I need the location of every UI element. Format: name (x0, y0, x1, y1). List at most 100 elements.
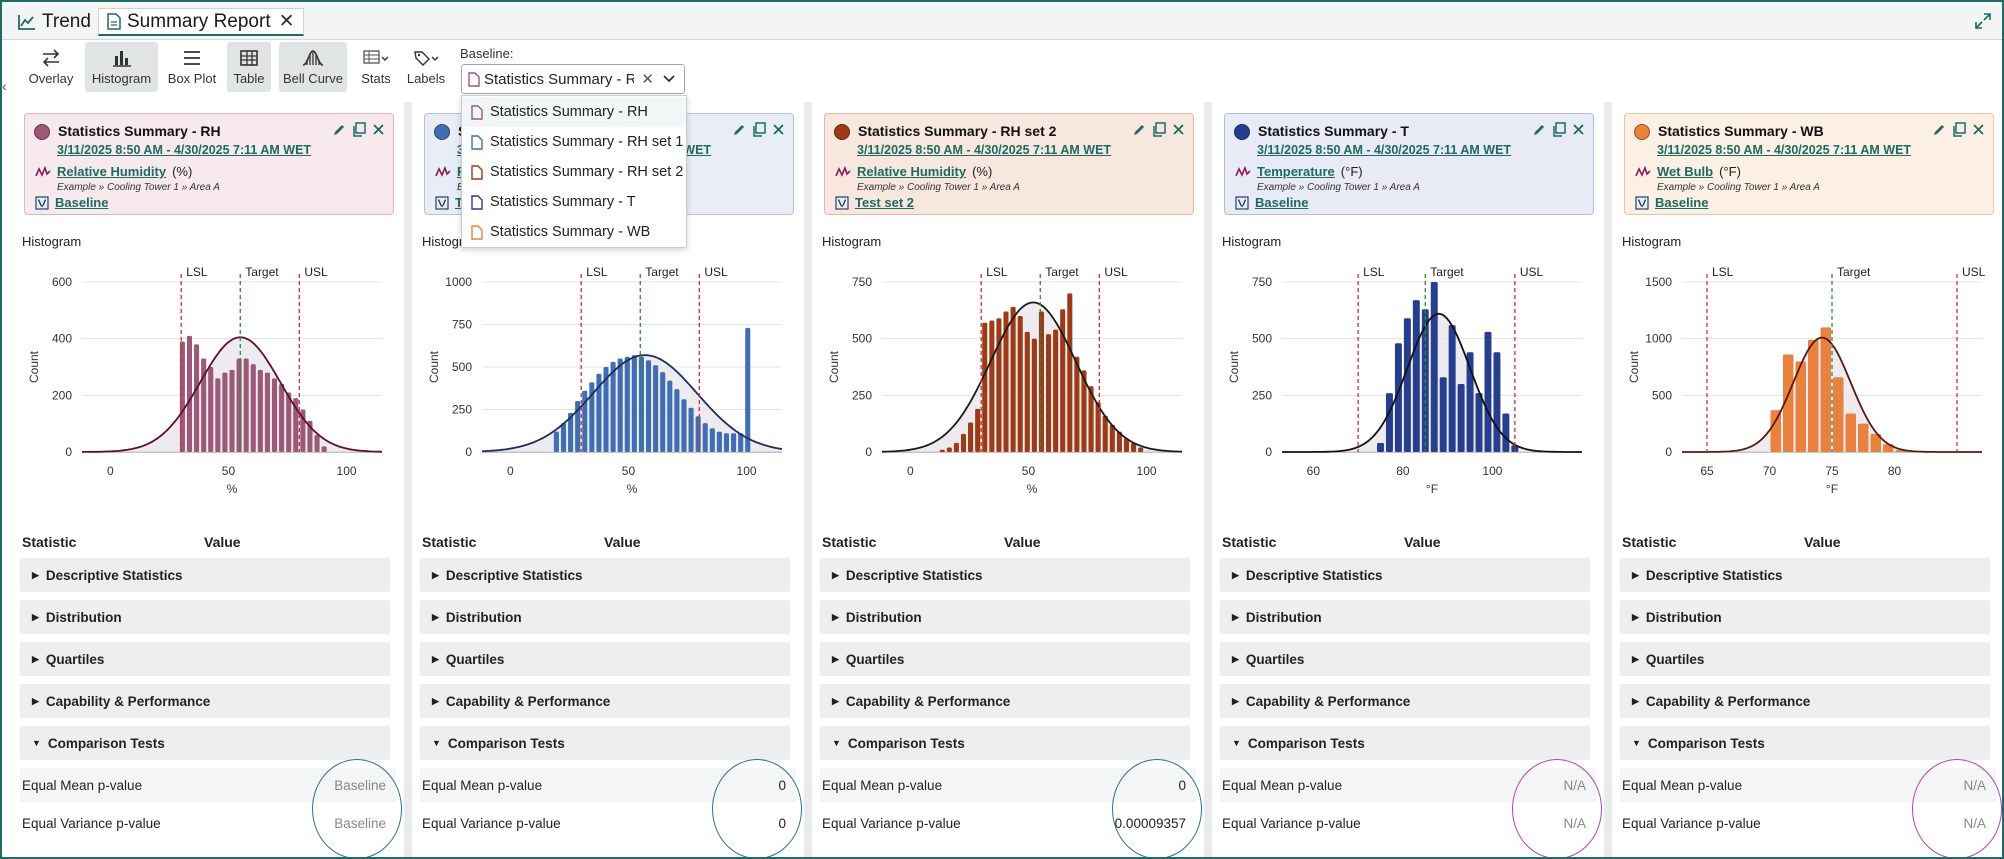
section-toggle[interactable]: ▶ Quartiles (20, 642, 390, 676)
duplicate-icon[interactable] (752, 122, 766, 137)
edit-pencil-icon[interactable] (1132, 123, 1146, 137)
section-toggle[interactable]: ▶ Distribution (20, 600, 390, 634)
date-range-link[interactable]: 3/11/2025 8:50 AM - 4/30/2025 7:11 AM WE… (1657, 143, 1912, 157)
section-toggle[interactable]: ▶ Distribution (820, 600, 1190, 634)
histogram-bar (1067, 293, 1073, 452)
histogram-bar (745, 327, 751, 452)
duplicate-icon[interactable] (1152, 122, 1166, 137)
section-toggle[interactable]: ▼ Comparison Tests (820, 726, 1190, 760)
histogram-bar (1833, 377, 1844, 452)
section-toggle[interactable]: ▶ Distribution (420, 600, 790, 634)
tab-summary-report[interactable]: Summary Report ✕ (98, 8, 304, 36)
x-tick-label: 0 (907, 464, 914, 478)
spec-limit-label: USL (1520, 265, 1544, 279)
histogram-bar (645, 360, 652, 452)
section-toggle[interactable]: ▶ Capability & Performance (1620, 684, 1990, 718)
edit-pencil-icon[interactable] (1932, 123, 1946, 137)
variable-link[interactable]: Relative Humidity (57, 164, 167, 179)
variable-link[interactable]: Wet Bulb (1657, 164, 1714, 179)
histogram-bar (1123, 438, 1130, 452)
section-toggle[interactable]: ▶ Descriptive Statistics (1620, 558, 1990, 592)
stats-button[interactable]: Stats (357, 42, 395, 92)
labels-button[interactable]: Labels (404, 42, 448, 92)
close-icon[interactable] (772, 123, 785, 136)
section-toggle[interactable]: ▼ Comparison Tests (1220, 726, 1590, 760)
section-toggle[interactable]: ▶ Distribution (1620, 600, 1990, 634)
baseline-option[interactable]: Statistics Summary - RH set 2 (462, 157, 686, 187)
summary-title: Statistics Summary - RH set 2 (858, 123, 1057, 139)
duplicate-icon[interactable] (1552, 122, 1566, 137)
section-toggle[interactable]: ▶ Descriptive Statistics (1220, 558, 1590, 592)
close-icon[interactable] (1972, 123, 1985, 136)
section-toggle[interactable]: ▶ Distribution (1220, 600, 1590, 634)
section-toggle[interactable]: ▶ Capability & Performance (20, 684, 390, 718)
chevron-down-icon[interactable] (662, 74, 676, 84)
section-toggle[interactable]: ▶ Descriptive Statistics (420, 558, 790, 592)
date-range-link[interactable]: 3/11/2025 8:50 AM - 4/30/2025 7:11 AM WE… (857, 143, 1112, 157)
section-label: Descriptive Statistics (845, 567, 983, 583)
section-toggle[interactable]: ▶ Quartiles (820, 642, 1190, 676)
baseline-option[interactable]: Statistics Summary - T (462, 187, 686, 217)
edit-pencil-icon[interactable] (732, 123, 746, 137)
date-range-link[interactable]: 3/11/2025 8:50 AM - 4/30/2025 7:11 AM WE… (1257, 143, 1512, 157)
caret-down-icon: ▼ (1632, 738, 1641, 748)
section-toggle[interactable]: ▶ Quartiles (1220, 642, 1590, 676)
close-tab-icon[interactable]: ✕ (278, 11, 295, 32)
section-toggle[interactable]: ▶ Quartiles (1620, 642, 1990, 676)
overlay-button[interactable]: Overlay (22, 42, 80, 92)
baseline-option[interactable]: Statistics Summary - WB (462, 217, 686, 247)
section-toggle[interactable]: ▼ Comparison Tests (20, 726, 390, 760)
edit-pencil-icon[interactable] (1532, 123, 1546, 137)
histogram-bar (314, 435, 320, 452)
variable-link[interactable]: Relative Humidity (857, 164, 967, 179)
histogram-bar (610, 361, 616, 452)
histogram-button[interactable]: Histogram (85, 42, 158, 92)
value-column-header: Value (604, 534, 641, 550)
close-icon[interactable] (1172, 123, 1185, 136)
summary-panel: Statistics Summary - RH set 2 3/11/2025 8… (812, 102, 1204, 857)
section-toggle[interactable]: ▶ Capability & Performance (420, 684, 790, 718)
edit-pencil-icon[interactable] (332, 123, 346, 137)
histogram-bar (681, 399, 687, 452)
section-toggle[interactable]: ▶ Capability & Performance (820, 684, 1190, 718)
histogram-bar (674, 389, 680, 452)
clear-selection-icon[interactable]: ✕ (641, 71, 654, 88)
baseline-option[interactable]: Statistics Summary - RH (462, 97, 686, 127)
histogram-bar (982, 322, 988, 452)
baseline-condition-link[interactable]: Baseline (1655, 195, 1709, 210)
bell-curve-button[interactable]: Bell Curve (279, 42, 347, 92)
close-icon[interactable] (1572, 123, 1585, 136)
collapse-sidebar-icon[interactable]: ‹ (2, 78, 7, 94)
duplicate-icon[interactable] (1952, 122, 1966, 137)
histogram-bar (1081, 370, 1087, 452)
baseline-option[interactable]: Statistics Summary - RH set 1 (462, 127, 686, 157)
section-toggle[interactable]: ▼ Comparison Tests (1620, 726, 1990, 760)
section-toggle[interactable]: ▶ Descriptive Statistics (820, 558, 1190, 592)
table-button[interactable]: Table (227, 42, 271, 92)
histogram-title: Histogram (22, 234, 82, 249)
signal-wave-icon (1635, 165, 1651, 177)
baseline-row: Baseline (35, 195, 108, 210)
variable-unit: (%) (172, 164, 193, 179)
date-range-link[interactable]: 3/11/2025 8:50 AM - 4/30/2025 7:11 AM WE… (57, 143, 312, 157)
variable-link[interactable]: Temperature (1257, 164, 1335, 179)
spec-limit-label: USL (1104, 265, 1128, 279)
box-plot-button[interactable]: Box Plot (164, 42, 220, 92)
baseline-select[interactable]: Statistics Summary - RH ✕ (461, 64, 685, 94)
histogram-bar (264, 372, 270, 452)
baseline-condition-link[interactable]: Test set 2 (855, 195, 915, 210)
section-toggle[interactable]: ▶ Quartiles (420, 642, 790, 676)
baseline-row: Test set 2 (835, 195, 914, 210)
section-toggle[interactable]: ▶ Descriptive Statistics (20, 558, 390, 592)
section-toggle[interactable]: ▼ Comparison Tests (420, 726, 790, 760)
expand-icon[interactable] (1974, 12, 1992, 30)
x-tick-label: 50 (222, 464, 236, 478)
baseline-condition-link[interactable]: Baseline (1255, 195, 1309, 210)
tab-trend[interactable]: Trend (18, 8, 91, 36)
duplicate-icon[interactable] (352, 122, 366, 137)
histogram-title: Histogram (1222, 234, 1282, 249)
baseline-condition-link[interactable]: Baseline (55, 195, 109, 210)
spec-limit-label: Target (1430, 265, 1464, 279)
section-toggle[interactable]: ▶ Capability & Performance (1220, 684, 1590, 718)
close-icon[interactable] (372, 123, 385, 136)
